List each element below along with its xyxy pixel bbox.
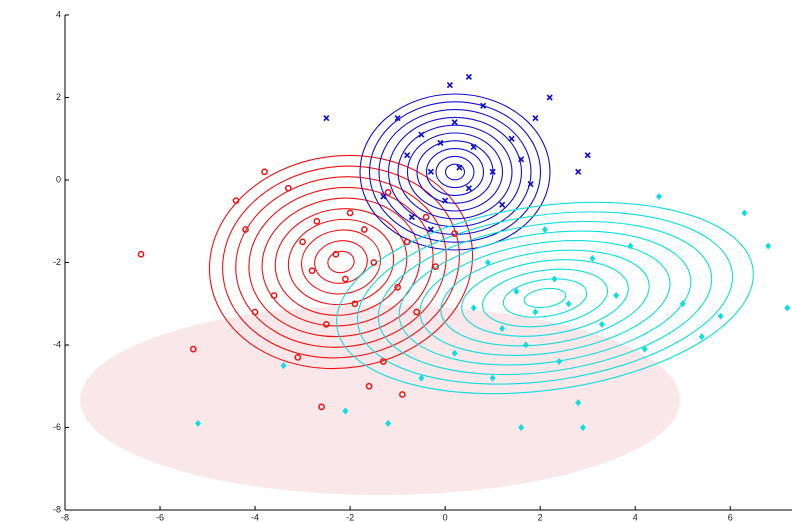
- contour: [326, 250, 355, 275]
- point: [542, 226, 548, 233]
- point: [300, 239, 305, 244]
- contour: [446, 164, 465, 180]
- x-tick-label: -2: [346, 512, 354, 522]
- point: [576, 169, 581, 174]
- point: [566, 300, 572, 307]
- point: [262, 169, 267, 174]
- point: [347, 210, 352, 215]
- point: [699, 333, 705, 340]
- point: [286, 186, 291, 191]
- y-tick-label: -4: [53, 339, 61, 349]
- y-tick-label: -8: [53, 504, 61, 514]
- point: [466, 74, 471, 79]
- contour: [427, 149, 484, 196]
- point: [309, 268, 314, 273]
- x-tick-label: 2: [538, 512, 543, 522]
- point: [589, 255, 595, 262]
- point: [405, 153, 410, 158]
- x-tick-label: 4: [633, 512, 638, 522]
- point: [447, 83, 452, 88]
- x-tick-label: 6: [728, 512, 733, 522]
- point: [500, 202, 505, 207]
- point: [533, 116, 538, 121]
- x-tick-label: -8: [61, 512, 69, 522]
- y-tick-label: 4: [56, 9, 61, 19]
- point: [452, 120, 457, 125]
- contour: [501, 274, 589, 322]
- x-tick-label: 0: [443, 512, 448, 522]
- contour: [523, 286, 567, 310]
- point: [428, 169, 433, 174]
- y-tick-label: -2: [53, 257, 61, 267]
- point: [741, 210, 747, 217]
- contour: [398, 125, 512, 219]
- point: [528, 182, 533, 187]
- point: [343, 276, 348, 281]
- contour: [312, 237, 370, 286]
- contour: [389, 117, 522, 226]
- point: [409, 215, 414, 220]
- contour: [436, 156, 474, 187]
- point: [784, 304, 790, 311]
- point: [362, 227, 367, 232]
- point: [656, 193, 662, 200]
- point: [765, 243, 771, 250]
- point: [551, 276, 557, 283]
- point: [532, 309, 538, 316]
- x-tick-label: -6: [156, 512, 164, 522]
- point: [466, 186, 471, 191]
- point: [424, 215, 429, 220]
- point: [718, 313, 724, 320]
- point: [314, 219, 319, 224]
- y-tick-label: 2: [56, 92, 61, 102]
- contour: [283, 213, 399, 312]
- contour: [417, 141, 493, 203]
- x-tick-label: -4: [251, 512, 259, 522]
- point: [547, 95, 552, 100]
- chart: -8 -6 -4 -2 0 2 4 -8 -6 -4 -2 0 2 4 6: [0, 0, 792, 522]
- watermark: [80, 305, 680, 495]
- point: [599, 321, 605, 328]
- point: [585, 153, 590, 158]
- contour: [379, 110, 531, 235]
- point: [271, 293, 276, 298]
- contour: [408, 133, 503, 211]
- point: [457, 165, 462, 170]
- point: [138, 252, 143, 257]
- point: [324, 116, 329, 121]
- point: [613, 292, 619, 299]
- point: [509, 136, 514, 141]
- y-tick-label: -6: [53, 422, 61, 432]
- point: [386, 190, 391, 195]
- y-tick-label: 0: [56, 174, 61, 184]
